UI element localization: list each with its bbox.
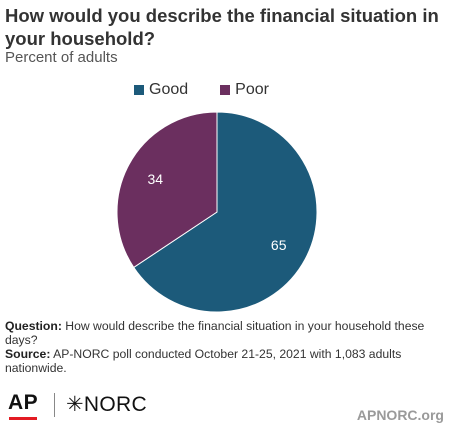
logo-divider	[54, 393, 55, 417]
legend-swatch-poor	[220, 85, 231, 95]
question-note: Question: How would describe the financi…	[5, 319, 425, 347]
ap-logo: AP	[8, 391, 39, 414]
site-credit: APNORC.org	[356, 407, 444, 423]
ap-logo-bar	[9, 417, 37, 420]
legend-label-good: Good	[149, 81, 189, 98]
source-label: Source:	[5, 347, 51, 361]
pie-label-good: 65	[271, 237, 287, 253]
legend-item-good: Good	[134, 81, 188, 99]
source-note: Source: AP-NORC poll conducted October 2…	[5, 347, 425, 375]
pie-slice-good	[133, 111, 318, 313]
norc-logo: ✳NORC	[66, 393, 147, 416]
question-label: Question:	[5, 319, 62, 333]
pie-slice-poor	[116, 111, 218, 269]
chart-title: How would you describe the financial sit…	[5, 5, 439, 49]
source-text: AP-NORC poll conducted October 21-25, 20…	[5, 347, 402, 375]
chart-notes: Question: How would describe the financi…	[5, 319, 425, 375]
legend-item-poor: Poor	[220, 81, 269, 99]
chart-subtitle: Percent of adults	[5, 49, 118, 66]
pie-label-poor: 34	[148, 171, 164, 187]
question-text: How would describe the financial situati…	[5, 319, 425, 347]
legend-label-poor: Poor	[235, 81, 269, 98]
legend-swatch-good	[134, 85, 144, 95]
chart-legend: Good Poor	[134, 80, 301, 100]
